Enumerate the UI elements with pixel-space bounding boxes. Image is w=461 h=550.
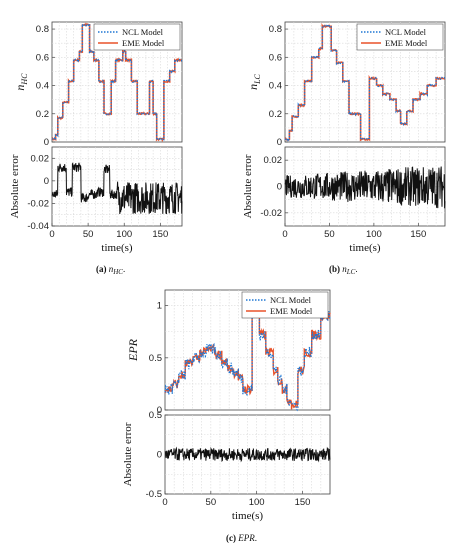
- chart-a-top-series-ncl-line: [51, 22, 183, 142]
- chart-c-bottom-xtick-label: 100: [249, 497, 265, 508]
- chart-b-bottom-xlabel: time(s): [349, 242, 380, 254]
- chart-c-bottom-xlabel: time(s): [232, 510, 263, 522]
- chart-b-bottom-ylabel: Absolute error: [242, 154, 254, 218]
- chart-c-top-legend-eme-label: EME Model: [270, 306, 313, 316]
- chart-c-bottom-ytick-label: -0.5: [146, 489, 162, 500]
- chart-a-bottom-xtick-label: 150: [152, 229, 168, 240]
- chart-a-top-ylabel-main: n: [13, 85, 27, 91]
- chart-a-top-ytick-label: 0.6: [36, 52, 49, 63]
- chart-b-bottom-xtick-label: 0: [282, 229, 287, 240]
- chart-b-bottom-xtick-label: 150: [410, 229, 426, 240]
- chart-c-top-legend-box: [241, 291, 329, 319]
- chart-b-top-ylabel-main: n: [246, 84, 260, 90]
- chart-a-top-legend-ncl-label: NCL Model: [122, 27, 164, 37]
- chart-a-top-legend-box: [93, 23, 181, 51]
- chart-a-bottom-xtick-label: 50: [83, 229, 94, 240]
- caption-b: (b) nLC.: [329, 264, 358, 276]
- chart-b-top-legend-box: [356, 23, 444, 51]
- chart-b-bottom-ytick-label: 0.02: [264, 155, 283, 166]
- caption-c: (c) EPR.: [226, 533, 257, 543]
- chart-a-bottom-ytick-label: -0.02: [27, 198, 49, 209]
- chart-a-bottom-error-line: [51, 162, 183, 215]
- caption-c-tag: (c): [226, 533, 236, 543]
- chart-b-top-legend-ncl-label: NCL Model: [385, 27, 427, 37]
- chart-c-top-ylabel: EPR: [126, 338, 140, 362]
- chart-a-bottom-ytick-label: 0.02: [31, 153, 50, 164]
- chart-a-top-ytick-label: 0.8: [36, 24, 49, 35]
- chart-a-top-ytick-label: 0.2: [36, 109, 49, 120]
- chart-c-bottom-xtick-label: 50: [206, 497, 217, 508]
- chart-a-bottom-ytick-label: 0: [44, 176, 49, 187]
- chart-a-top-ytick-label: 0: [44, 137, 49, 148]
- chart-c-bottom-ylabel: Absolute error: [122, 422, 134, 486]
- caption-b-sub: LC: [346, 268, 356, 276]
- chart-a-top-ylabel: nHC: [13, 73, 29, 91]
- caption-a-sub: HC: [112, 268, 123, 276]
- caption-a: (a) nHC.: [96, 264, 125, 276]
- chart-c-top-ytick-label: 0.5: [149, 353, 162, 364]
- caption-b-text: n: [342, 264, 347, 274]
- caption-a-tag: (a): [96, 264, 107, 274]
- chart-c-top-ytick-label: 1: [157, 301, 162, 312]
- caption-c-end: .: [255, 533, 257, 543]
- caption-b-end: .: [355, 264, 357, 274]
- caption-a-end: .: [123, 264, 125, 274]
- chart-b-top-series-ncl-line: [284, 24, 446, 142]
- chart-b-bottom-xtick-label: 50: [324, 229, 335, 240]
- chart-b-bottom-xtick-label: 100: [366, 229, 382, 240]
- chart-a-bottom: -0.04 -0.02 0 0.02 0 50 100 150 Absolute error ti…: [9, 146, 183, 254]
- chart-b-top-ytick-label: 0.6: [269, 52, 282, 63]
- chart-a-bottom-xtick-label: 100: [116, 229, 132, 240]
- chart-b-top-ytick-label: 0.8: [269, 24, 282, 35]
- chart-b-bottom-ytick-label: 0: [277, 182, 282, 193]
- chart-a-bottom-ylabel: Absolute error: [9, 154, 21, 218]
- caption-c-text: EPR: [237, 533, 255, 543]
- chart-a-bottom-xtick-label: 0: [49, 229, 54, 240]
- chart-b-top-ytick-label: 0: [277, 137, 282, 148]
- chart-a-top-legend-eme-label: EME Model: [122, 38, 165, 48]
- caption-b-tag: (b): [329, 264, 340, 274]
- chart-a-bottom-xlabel: time(s): [101, 242, 132, 254]
- caption-a-text: n: [109, 264, 114, 274]
- chart-a-top-ylabel-sub: HC: [20, 73, 29, 86]
- chart-b-top-ylabel-sub: LC: [253, 73, 262, 84]
- chart-c-top-ytick-label: 0: [157, 405, 162, 416]
- chart-c-top-legend-ncl-label: NCL Model: [270, 295, 312, 305]
- chart-b-top-legend-eme-label: EME Model: [385, 38, 428, 48]
- chart-b-top-ytick-label: 0.2: [269, 109, 282, 120]
- chart-c-bottom-error-line: [164, 446, 331, 463]
- chart-a-bottom-ytick-label: -0.04: [27, 221, 49, 232]
- chart-a-top-ytick-label: 0.4: [36, 81, 49, 92]
- chart-c-top-series-ncl-line: [164, 306, 331, 412]
- chart-b-bottom-error-line: [284, 166, 446, 209]
- chart-c-bottom-xtick-label: 150: [295, 497, 311, 508]
- chart-c-bottom-ytick-label: 0: [157, 450, 162, 461]
- chart-c-bottom-ytick-label: 0.5: [149, 410, 162, 421]
- chart-b-top-ylabel: nLC: [246, 73, 262, 89]
- chart-c-bottom-xtick-label: 0: [162, 497, 167, 508]
- chart-b-bottom-ytick-label: -0.02: [260, 208, 282, 219]
- chart-b-top-ytick-label: 0.4: [269, 81, 282, 92]
